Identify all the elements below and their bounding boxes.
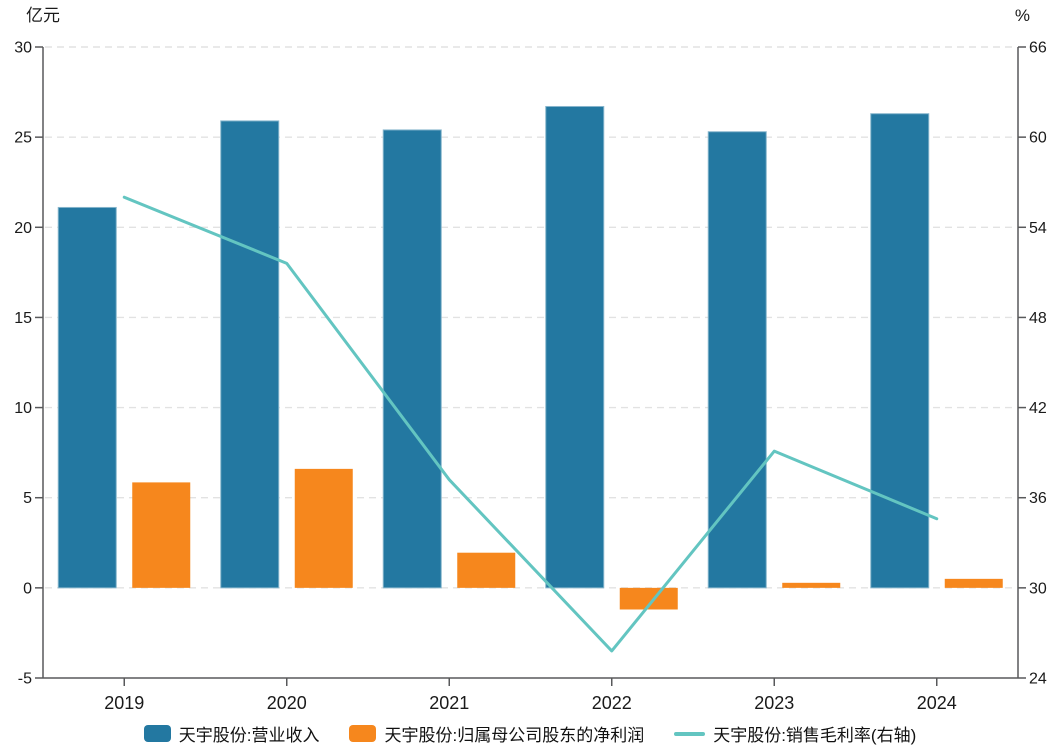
right-tick-label: 30 [1029,580,1047,597]
bar-revenue-2022 [545,105,605,589]
right-tick-label: 66 [1029,40,1047,57]
bar-net-profit-2019 [132,482,191,588]
right-tick-label: 36 [1029,490,1047,507]
x-tick-label: 2020 [267,693,307,713]
legend-item-revenue: 天宇股份:营业收入 [143,721,320,746]
bar-net-profit-2021 [457,552,516,588]
x-tick-label: 2023 [754,693,794,713]
gross-margin-legend-line [674,731,706,736]
x-tick-label: 2022 [592,693,632,713]
bar-net-profit-2023 [782,582,841,588]
bar-net-profit-2024 [944,578,1003,588]
net-profit-legend-swatch [349,725,377,742]
left-tick-label: 10 [14,400,32,417]
legend-label-net-profit: 天宇股份:归属母公司股东的净利润 [384,726,645,745]
legend: 天宇股份:营业收入 天宇股份:归属母公司股东的净利润 天宇股份:销售毛利率(右轴… [0,721,1060,746]
left-tick-label: 0 [23,580,32,597]
chart-canvas: 30 25 20 15 10 5 0 -5 66 60 54 48 42 36 30 24 2019 2020 20… [14,40,1047,714]
left-axis-unit-label: 亿元 [26,6,60,25]
left-tick-label: 15 [14,310,32,327]
gross-margin-line [122,195,939,653]
bar-revenue-2020 [220,120,280,589]
legend-item-net-profit: 天宇股份:归属母公司股东的净利润 [349,721,644,746]
right-tick-label: 60 [1029,130,1047,147]
legend-label-revenue: 天宇股份:营业收入 [178,726,320,745]
legend-item-gross-margin: 天宇股份:销售毛利率(右轴) [674,721,916,746]
right-tick-label: 48 [1029,310,1047,327]
revenue-legend-swatch [143,725,171,742]
legend-label-gross-margin: 天宇股份:销售毛利率(右轴) [713,726,917,745]
x-tick-label: 2021 [429,693,469,713]
bar-revenue-2019 [57,206,117,589]
x-tick-label: 2019 [104,693,144,713]
right-axis-unit-label: % [1014,6,1030,25]
right-tick-label: 54 [1029,220,1047,237]
right-tick-label: 24 [1029,671,1047,688]
left-tick-label: 5 [23,490,32,507]
left-tick-label: 25 [14,130,32,147]
bar-net-profit-2020 [294,468,353,588]
left-tick-label: 30 [14,40,32,57]
left-tick-label: -5 [18,671,32,688]
x-tick-label: 2024 [917,693,957,713]
bar-net-profit-2022 [619,587,678,610]
right-tick-label: 42 [1029,400,1047,417]
left-tick-label: 20 [14,220,32,237]
bar-revenue-2023 [707,131,767,589]
bar-revenue-2021 [382,129,442,589]
bar-revenue-2024 [870,113,930,589]
